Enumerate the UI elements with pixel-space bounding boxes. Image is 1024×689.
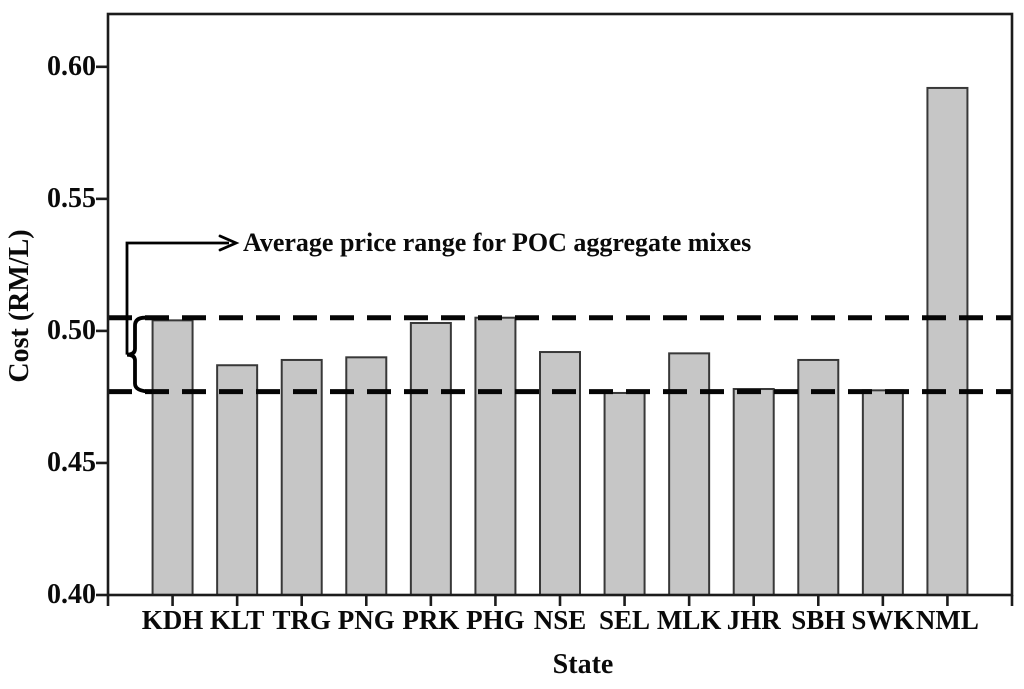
arrowhead-icon	[218, 234, 240, 252]
bar-JHR	[732, 388, 775, 596]
x-tick-label-SWK: SWK	[851, 605, 915, 635]
x-tick-label-PRK: PRK	[402, 605, 460, 635]
bar-NML	[926, 86, 969, 596]
x-tick-label-SBH: SBH	[791, 605, 846, 635]
y-tick-label-0.50: 0.50	[47, 314, 96, 346]
x-tick-label-KDH: KDH	[141, 605, 204, 635]
bar-SWK	[861, 389, 904, 597]
x-tick-label-TRG: TRG	[272, 605, 331, 635]
x-tick-label-JHR: JHR	[726, 605, 781, 635]
x-tick-label-PHG: PHG	[466, 605, 525, 635]
y-tick-label-0.55: 0.55	[47, 182, 96, 214]
arrow-elbow-line	[125, 241, 229, 355]
x-tick-label-NSE: NSE	[533, 605, 587, 635]
y-tick-label-0.45: 0.45	[47, 446, 96, 478]
x-axis-title: State	[552, 649, 614, 680]
bar-SBH	[797, 358, 840, 596]
bar-NSE	[539, 351, 581, 597]
range-brace	[126, 315, 153, 394]
bar-SEL	[603, 391, 646, 596]
x-tick-label-PNG: PNG	[337, 605, 395, 635]
bar-PHG	[474, 316, 517, 596]
x-tick-label-SEL: SEL	[599, 605, 651, 635]
x-tick-label-NML: NML	[915, 605, 979, 635]
annotation-text: Average price range for POC aggregate mi…	[243, 228, 752, 257]
bar-TRG	[280, 358, 323, 596]
y-tick-label-0.60: 0.60	[47, 50, 96, 82]
bar-KLT	[216, 364, 259, 596]
x-tick-label-MLK: MLK	[656, 605, 722, 635]
bar-PNG	[345, 356, 388, 596]
y-axis-title: Cost (RM/L)	[4, 229, 35, 383]
bar-PRK	[409, 321, 452, 596]
y-tick-label-0.40: 0.40	[47, 579, 96, 610]
x-tick-label-KLT: KLT	[209, 605, 265, 635]
annotation-arrow	[125, 234, 240, 394]
bar-KDH	[151, 319, 194, 596]
